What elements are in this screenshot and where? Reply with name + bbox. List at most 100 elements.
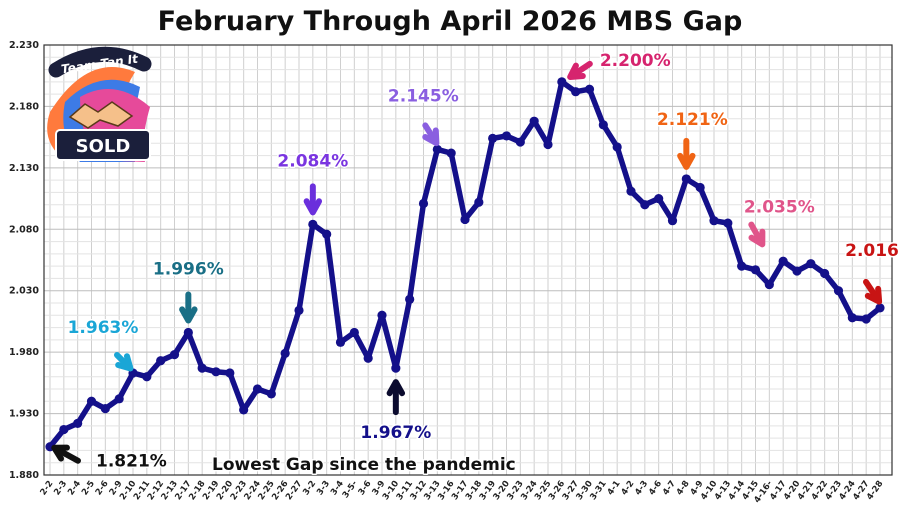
data-point <box>654 193 664 204</box>
y-tick-label: 1.930 <box>9 409 39 420</box>
x-tick-label: 4-2 <box>619 479 636 497</box>
annotation-arrow-head <box>303 198 323 216</box>
data-point <box>280 348 290 358</box>
data-point <box>446 148 456 158</box>
data-point <box>598 120 608 130</box>
data-point <box>612 142 622 152</box>
data-point <box>543 139 553 150</box>
annotation-label: 1.996% <box>153 259 224 279</box>
x-tick-label: 4-7 <box>661 479 678 497</box>
x-tick-label: 2-2 <box>38 479 55 497</box>
data-point <box>59 424 69 435</box>
annotation-arrow-head <box>677 152 696 170</box>
data-point <box>764 279 774 290</box>
data-point <box>405 294 415 304</box>
data-point <box>571 87 581 97</box>
annotations-group: 1.821% Lowest Gap since the pandemic 1.963… <box>51 49 900 477</box>
data-point <box>169 350 180 360</box>
annotation-label: 1.963% <box>68 318 139 338</box>
data-point <box>723 218 733 228</box>
y-tick-label: 2.230 <box>9 40 39 51</box>
data-point <box>100 404 110 414</box>
x-tick-label: 2-4 <box>66 479 83 497</box>
data-point <box>584 84 595 94</box>
annotation-label: 1.967% <box>360 423 431 443</box>
annotation-arrow-head <box>567 62 586 80</box>
data-point <box>681 174 691 184</box>
annotation-arrow-head <box>115 353 134 372</box>
y-tick-label: 2.180 <box>9 101 39 112</box>
plot-frame <box>43 44 893 476</box>
series-group <box>45 77 885 452</box>
annotation-arrow <box>53 445 81 464</box>
x-axis-ticks: 2-22-32-42-52-62-92-102-112-122-132-172-… <box>38 479 885 505</box>
annotation-lowest-gap-text: Lowest Gap since the pandemic <box>212 455 516 475</box>
data-point <box>183 327 193 338</box>
data-point <box>294 305 304 315</box>
data-point <box>695 182 705 193</box>
data-point <box>252 384 263 394</box>
logo: SOLD Team Tan It <box>47 46 152 162</box>
x-tick-label: 3-2 <box>301 479 318 497</box>
y-tick-label: 2.130 <box>9 163 39 174</box>
data-point <box>418 198 429 209</box>
data-point <box>225 368 235 378</box>
data-point <box>557 77 567 87</box>
data-point <box>847 313 857 323</box>
chart-title: February Through April 2026 MBS Gap <box>157 6 743 37</box>
data-point <box>335 337 346 347</box>
data-point <box>363 353 373 363</box>
data-point <box>667 216 678 226</box>
data-point <box>833 286 844 296</box>
data-point <box>142 372 152 382</box>
data-point <box>861 314 871 324</box>
data-point <box>737 261 747 271</box>
data-point <box>806 259 816 269</box>
logo-text-sold: SOLD <box>76 136 131 157</box>
data-point <box>432 144 442 155</box>
data-point <box>391 363 401 373</box>
data-point <box>750 265 761 275</box>
annotation-arrow-head <box>51 444 70 462</box>
data-point <box>114 394 124 404</box>
annotation-label: 2.035% <box>744 198 815 218</box>
annotation-label: 2.145% <box>388 86 459 106</box>
data-point <box>156 356 166 366</box>
annotation-label: 2.121% <box>657 110 728 130</box>
y-axis-ticks: 1.880 1.930 1.980 2.030 2.080 2.130 2.180 2.230 <box>9 40 39 481</box>
data-point <box>197 363 207 373</box>
data-point <box>460 214 470 225</box>
x-tick-label: 3-6 <box>357 479 374 497</box>
data-point <box>792 266 802 276</box>
y-tick-label: 2.080 <box>9 224 39 235</box>
data-point <box>640 200 650 210</box>
x-tick-label: 4-1 <box>606 479 623 497</box>
y-tick-label: 1.980 <box>9 347 39 358</box>
annotation-arrow-head <box>748 228 766 248</box>
x-tick-label: 3-3 <box>315 479 332 497</box>
data-point <box>377 310 387 320</box>
data-point <box>626 186 636 196</box>
data-point <box>709 216 719 226</box>
data-point <box>778 256 788 266</box>
data-point <box>266 389 276 399</box>
data-point <box>875 303 885 313</box>
data-point <box>211 367 221 377</box>
data-point <box>308 219 318 229</box>
data-point <box>820 268 830 279</box>
y-tick-label: 2.030 <box>9 286 39 297</box>
y-tick-label: 1.880 <box>9 470 39 481</box>
x-tick-label: 2-3 <box>52 479 69 497</box>
annotation-label: 2.084% <box>277 151 348 171</box>
axes <box>43 44 893 476</box>
annotation-label: 2.200% <box>600 51 671 71</box>
data-point <box>349 327 359 338</box>
x-tick-label: 4-3 <box>633 479 650 497</box>
data-point <box>515 137 525 147</box>
data-point <box>86 396 97 406</box>
x-tick-label: 4-6 <box>647 479 664 497</box>
annotation-arrow-head <box>864 285 883 305</box>
annotation-arrow-head <box>386 379 406 397</box>
data-point <box>73 418 83 428</box>
